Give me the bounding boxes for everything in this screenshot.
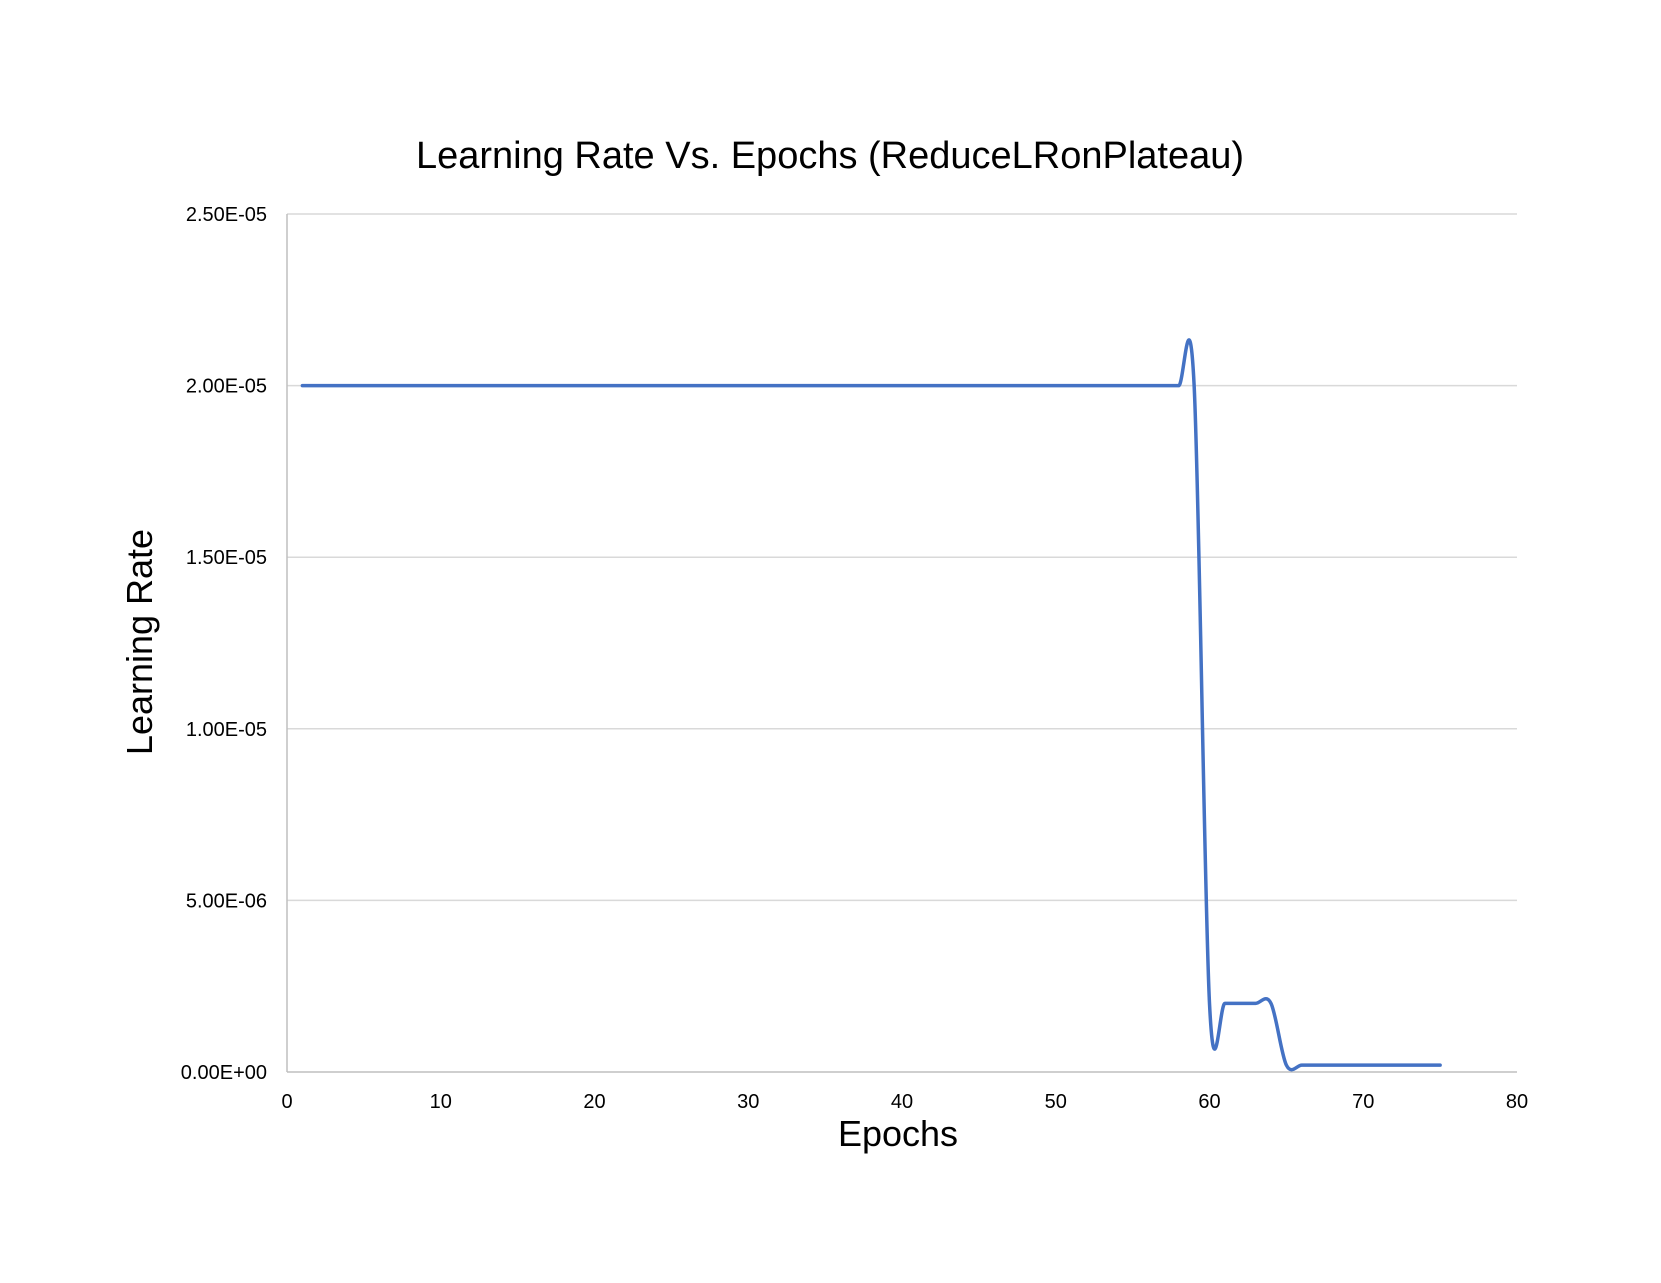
gridlines xyxy=(287,213,1517,902)
y-tick-label: 1.50E-05 xyxy=(186,547,267,569)
x-axis-label: Epochs xyxy=(838,1113,958,1154)
x-tick-label: 20 xyxy=(583,1091,605,1113)
x-tick-label: 70 xyxy=(1352,1091,1374,1113)
y-tick-label: 5.00E-06 xyxy=(186,890,267,912)
x-tick-label: 80 xyxy=(1506,1091,1528,1113)
x-tick-label: 30 xyxy=(737,1091,759,1113)
y-tick-label: 1.00E-05 xyxy=(186,719,267,741)
x-tick-label: 10 xyxy=(430,1091,452,1113)
y-tick-label: 2.50E-05 xyxy=(186,204,267,226)
series-layer xyxy=(300,338,1442,1072)
x-tick-label: 60 xyxy=(1198,1091,1220,1113)
y-tick-label: 0.00E+00 xyxy=(181,1062,267,1084)
y-tick-label: 2.00E-05 xyxy=(186,376,267,398)
chart-title: Learning Rate Vs. Epochs (ReduceLRonPlat… xyxy=(416,135,1244,177)
y-tick-labels: 0.00E+00 5.00E-06 1.00E-05 1.50E-05 2.00E-05… xyxy=(181,204,267,1084)
x-tick-label: 50 xyxy=(1045,1091,1067,1113)
y-axis-label: Learning Rate xyxy=(119,529,160,755)
x-tick-label: 0 xyxy=(281,1091,292,1113)
x-tick-labels: 0 10 20 30 40 50 60 70 80 xyxy=(281,1091,1528,1113)
axes xyxy=(286,214,1517,1073)
x-tick-label: 40 xyxy=(891,1091,913,1113)
series-line xyxy=(300,338,1442,1072)
